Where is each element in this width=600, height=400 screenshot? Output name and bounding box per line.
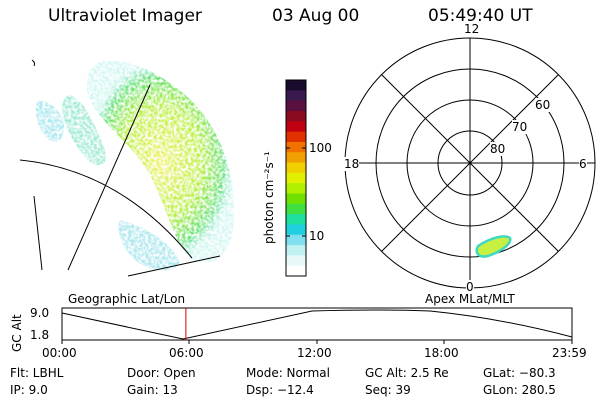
dsp-info: Dsp: −12.4 — [246, 383, 314, 397]
door-info: Door: Open — [127, 366, 196, 380]
xtick-0600: 06:00 — [169, 346, 204, 360]
mlt-label-6: 6 — [579, 157, 587, 171]
colorbar-tick-100: 100 — [309, 141, 332, 155]
xtick-0000: 00:00 — [42, 346, 77, 360]
timeline-ylabel: GC Alt — [10, 314, 24, 352]
colorbar-stripe — [286, 193, 306, 205]
timeline-panel — [61, 307, 573, 344]
colorbar — [285, 79, 307, 277]
timeline-ytick-top: 9.0 — [30, 306, 50, 320]
xtick-1800: 18:00 — [424, 346, 459, 360]
colorbar-stripe — [286, 141, 306, 153]
mlt-label-0: 0 — [466, 280, 474, 294]
timeline-ytick-bottom: 1.8 — [30, 328, 50, 342]
colorbar-stripe — [286, 110, 306, 122]
lat-label-80: 80 — [490, 142, 506, 156]
colorbar-stripe — [286, 245, 306, 256]
gain-info: Gain: 13 — [127, 383, 178, 397]
lat-label-60: 60 — [535, 98, 551, 112]
ip-info: IP: 9.0 — [10, 383, 48, 397]
date-label: 03 Aug 00 — [272, 6, 360, 26]
colorbar-stripe — [286, 234, 306, 246]
mlt-label-12: 12 — [464, 22, 480, 36]
gc-alt-info: GC Alt: 2.5 Re — [365, 366, 449, 380]
colorbar-stripe — [286, 255, 306, 267]
colorbar-stripe — [286, 265, 306, 277]
mode-info: Mode: Normal — [246, 366, 330, 380]
glat-info: GLat: −80.3 — [483, 366, 556, 380]
colorbar-stripe — [286, 131, 306, 143]
lat-label-70: 70 — [512, 120, 528, 134]
colorbar-tick-10: 10 — [309, 229, 325, 243]
colorbar-stripe — [286, 203, 306, 215]
instrument-title: Ultraviolet Imager — [48, 6, 202, 26]
geographic-caption: Geographic Lat/Lon — [68, 292, 186, 306]
geographic-image — [19, 59, 235, 277]
colorbar-stripe — [286, 121, 306, 133]
colorbar-stripe — [286, 214, 306, 225]
glon-info: GLon: 280.5 — [483, 383, 556, 397]
colorbar-stripe — [286, 224, 306, 236]
polar-plot — [344, 37, 596, 289]
xtick-2359: 23:59 — [552, 346, 587, 360]
filter-info: Flt: LBHL — [10, 366, 64, 380]
colorbar-stripe — [286, 90, 306, 102]
colorbar-unit: photon cm⁻²s⁻¹ — [262, 151, 276, 244]
colorbar-stripe — [286, 80, 306, 91]
xtick-1200: 12:00 — [297, 346, 332, 360]
apex-caption: Apex MLat/MLT — [425, 292, 515, 306]
colorbar-stripe — [286, 183, 306, 194]
seq-info: Seq: 39 — [365, 383, 411, 397]
time-label: 05:49:40 UT — [428, 6, 533, 26]
colorbar-stripe — [286, 100, 306, 112]
mlt-label-18: 18 — [344, 157, 360, 171]
colorbar-stripe — [286, 162, 306, 174]
colorbar-stripe — [286, 152, 306, 164]
colorbar-stripe — [286, 172, 306, 184]
